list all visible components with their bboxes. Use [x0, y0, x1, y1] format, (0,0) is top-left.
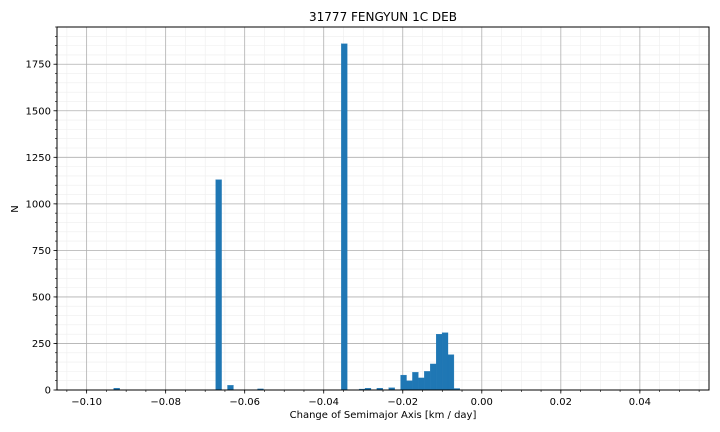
y-axis-label: N: [10, 205, 21, 212]
histogram-bar: [400, 374, 407, 391]
histogram-bar: [227, 385, 234, 391]
histogram-bar: [447, 354, 455, 391]
y-axis: 0 250 500 750 1000 1250 1500 1750: [26, 26, 57, 397]
histogram-bar: [215, 179, 222, 391]
y-tick-label: 1000: [26, 199, 51, 210]
histogram-bar: [418, 377, 425, 391]
x-tick-label: 0.00: [471, 397, 493, 408]
x-tick-label: −0.02: [387, 397, 418, 408]
y-tick-label: 500: [32, 292, 51, 303]
histogram-bar: [406, 380, 413, 391]
y-tick-label: 750: [32, 246, 51, 257]
chart-title: 31777 FENGYUN 1C DEB: [309, 10, 457, 24]
y-tick-label: 1750: [26, 60, 51, 71]
x-tick-label: −0.08: [150, 397, 181, 408]
x-tick-label: −0.06: [229, 397, 260, 408]
y-tick-label: 250: [32, 339, 51, 350]
histogram-bar: [341, 43, 348, 391]
x-axis-label: Change of Semimajor Axis [km / day]: [290, 410, 477, 421]
histogram-bar: [424, 371, 431, 391]
x-tick-label: −0.10: [71, 397, 102, 408]
histogram-bar: [435, 334, 443, 391]
y-tick-label: 1500: [26, 106, 51, 117]
x-tick-label: 0.04: [629, 397, 651, 408]
y-tick-label: 0: [45, 386, 51, 397]
x-tick-label: −0.04: [308, 397, 339, 408]
histogram-bars: [113, 43, 461, 391]
x-tick-label: 0.02: [550, 397, 572, 408]
histogram-bar: [430, 363, 437, 391]
y-tick-label: 1250: [26, 153, 51, 164]
x-axis: −0.10 −0.08 −0.06 −0.04 −0.02 0.00 0.02 0.04: [66, 390, 700, 408]
major-grid: [57, 27, 709, 391]
histogram-bar: [412, 372, 419, 391]
histogram-bar: [441, 332, 449, 391]
